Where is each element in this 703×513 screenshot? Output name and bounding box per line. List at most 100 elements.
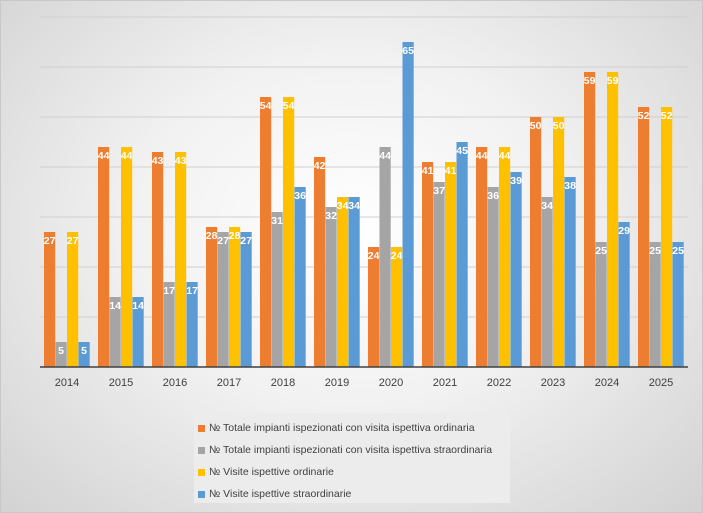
x-tick-label: 2020 (379, 377, 403, 389)
bar (44, 232, 56, 367)
data-label: 24 (368, 250, 380, 262)
x-tick-label: 2018 (271, 377, 295, 389)
x-tick-label: 2022 (487, 377, 511, 389)
data-label: 41 (445, 165, 457, 177)
bar (368, 247, 380, 367)
data-label: 28 (229, 230, 241, 242)
data-label: 44 (98, 150, 110, 162)
bar (348, 197, 360, 367)
data-label: 34 (337, 200, 349, 212)
legend-swatch (198, 424, 205, 432)
data-label: 5 (81, 345, 87, 357)
data-label: 27 (240, 235, 252, 247)
data-label: 27 (67, 235, 79, 247)
bar (163, 282, 175, 367)
bar (98, 147, 110, 367)
data-label: 17 (163, 285, 175, 297)
bar (564, 177, 576, 367)
data-label: 59 (607, 75, 619, 87)
data-label: 36 (294, 190, 306, 202)
bar (152, 152, 164, 367)
x-tick-label: 2023 (541, 377, 565, 389)
data-label: 5 (58, 345, 64, 357)
x-tick-label: 2015 (109, 377, 133, 389)
bar (541, 197, 553, 367)
legend-item-extraordinary-visits: № Visite ispettive straordinarie (198, 483, 510, 505)
data-label: 44 (121, 150, 133, 162)
data-label: 17 (186, 285, 198, 297)
data-label: 27 (217, 235, 229, 247)
data-label: 54 (283, 100, 295, 112)
data-label: 28 (206, 230, 218, 242)
bar (618, 222, 630, 367)
data-label: 39 (510, 175, 522, 187)
data-label: 45 (456, 145, 468, 157)
x-tick-label: 2025 (649, 377, 673, 389)
data-label: 27 (44, 235, 56, 247)
data-label: 44 (379, 150, 391, 162)
data-label: 14 (132, 300, 144, 312)
data-label: 36 (487, 190, 499, 202)
data-label: 25 (595, 245, 607, 257)
x-tick-label: 2021 (433, 377, 457, 389)
bar (638, 107, 650, 367)
bar (499, 147, 511, 367)
legend: № Totale impianti ispezionati con visita… (194, 413, 510, 503)
x-tick-label: 2016 (163, 377, 187, 389)
data-label: 52 (638, 110, 650, 122)
bar (649, 242, 661, 367)
bar (206, 227, 218, 367)
x-tick-label: 2024 (595, 377, 619, 389)
bar (240, 232, 252, 367)
data-label: 14 (109, 300, 121, 312)
data-label: 52 (661, 110, 673, 122)
bar (67, 232, 79, 367)
data-label: 54 (260, 100, 272, 112)
data-label: 41 (422, 165, 434, 177)
bar (391, 247, 403, 367)
bar (584, 72, 596, 367)
bar (402, 42, 414, 367)
data-label: 44 (499, 150, 511, 162)
bar (530, 117, 542, 367)
legend-label: № Visite ispettive ordinarie (209, 466, 334, 478)
bar (132, 297, 144, 367)
legend-label: № Totale impianti ispezionati con visita… (209, 444, 493, 456)
data-label: 59 (584, 75, 596, 87)
bar (661, 107, 673, 367)
bar (229, 227, 241, 367)
bar (283, 97, 295, 367)
bar (456, 142, 468, 367)
bar (510, 172, 522, 367)
legend-label: № Totale impianti ispezionati con visita… (209, 422, 475, 434)
bar (476, 147, 488, 367)
legend-item-ordinary-visits: № Visite ispettive ordinarie (198, 461, 510, 483)
legend-item-ordinary-plants: № Totale impianti ispezionati con visita… (198, 417, 510, 439)
legend-swatch (198, 490, 205, 498)
bar (109, 297, 121, 367)
bar (314, 157, 326, 367)
data-label: 32 (325, 210, 337, 222)
bar (217, 232, 229, 367)
bar (433, 182, 445, 367)
x-tick-label: 2014 (55, 377, 79, 389)
x-tick-label: 2017 (217, 377, 241, 389)
data-label: 25 (672, 245, 684, 257)
bar (175, 152, 187, 367)
data-label: 43 (175, 155, 187, 167)
bar (337, 197, 349, 367)
data-label: 31 (271, 215, 283, 227)
bar (260, 97, 272, 367)
x-tick-label: 2019 (325, 377, 349, 389)
legend-swatch (198, 468, 205, 476)
data-label: 43 (152, 155, 164, 167)
legend-label: № Visite ispettive straordinarie (209, 488, 352, 500)
data-label: 42 (314, 160, 326, 172)
data-label: 24 (391, 250, 403, 262)
bar (607, 72, 619, 367)
data-label: 38 (564, 180, 576, 192)
data-label: 34 (348, 200, 360, 212)
bar (487, 187, 499, 367)
